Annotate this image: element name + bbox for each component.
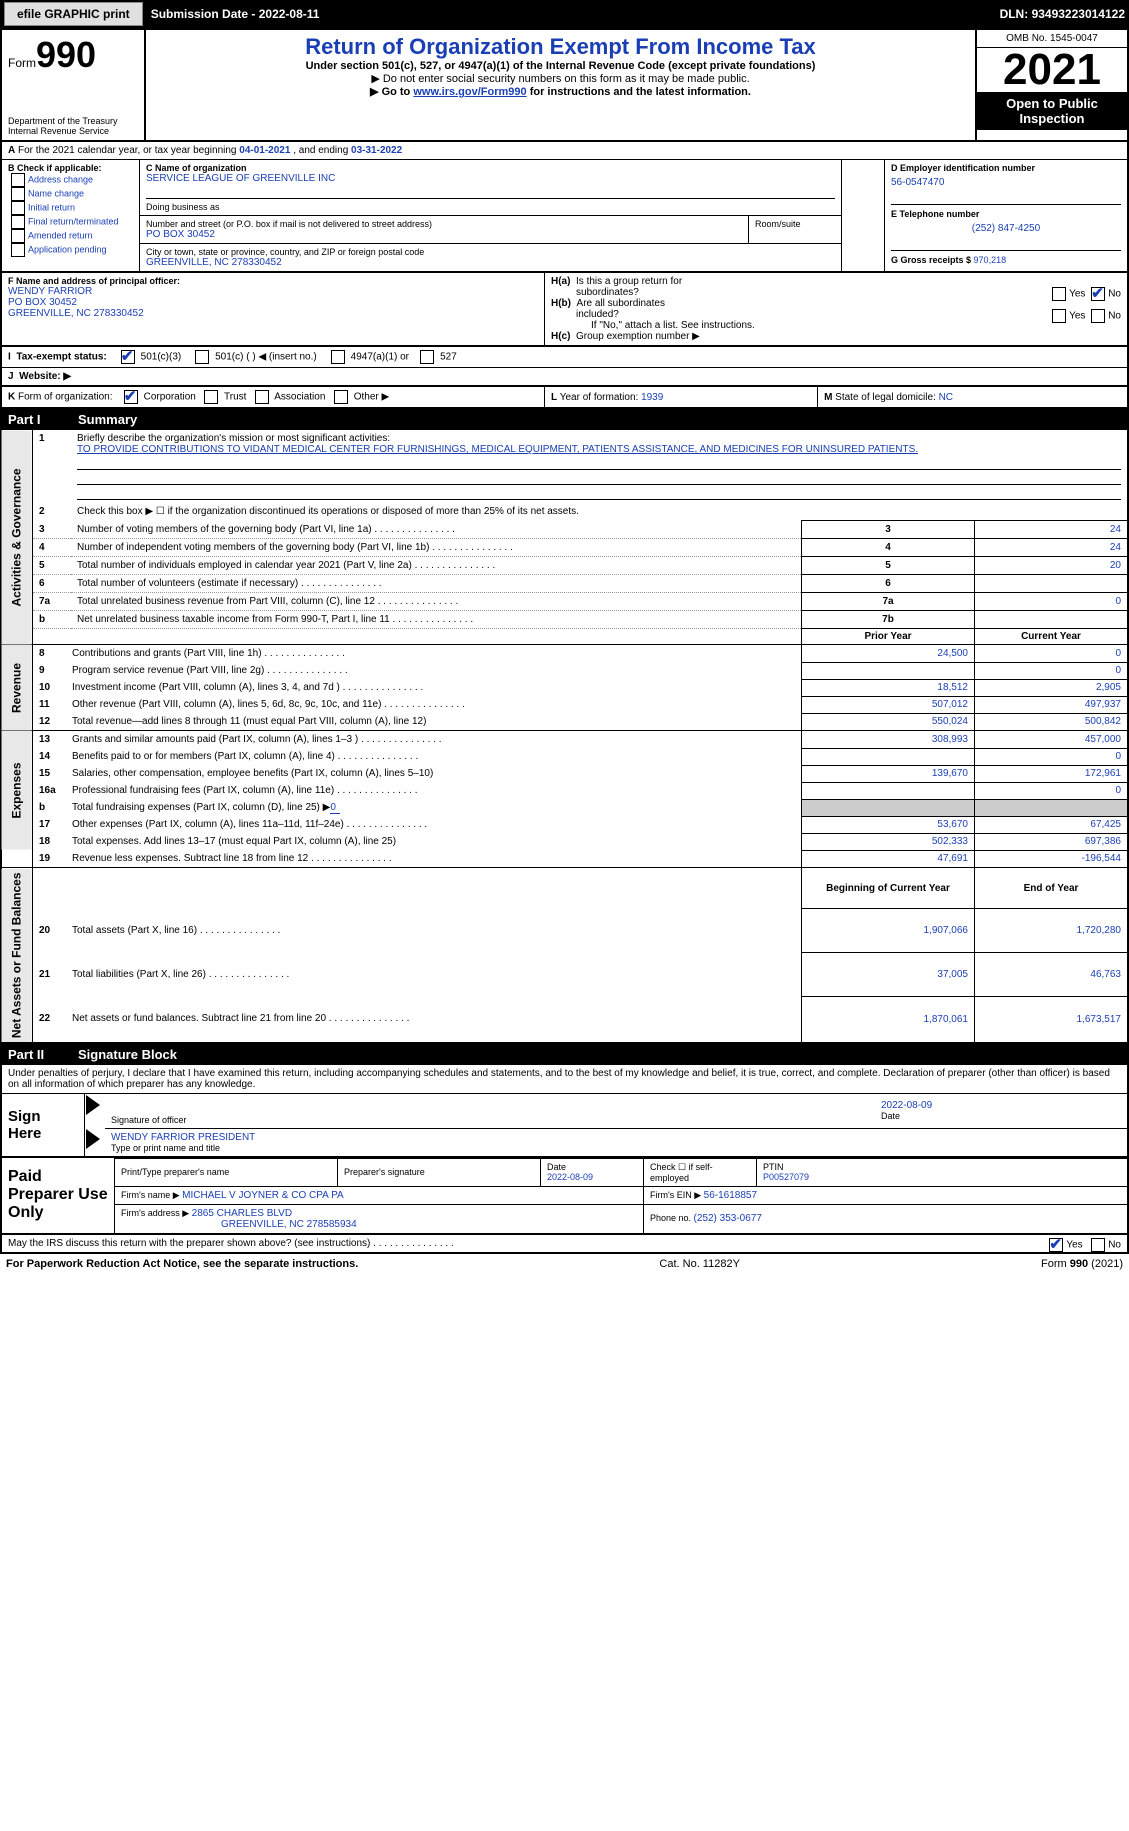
q22: Net assets or fund balances. Subtract li…	[71, 996, 802, 1042]
section-b: B Check if applicable: Address change Na…	[1, 160, 140, 273]
firm-name: Firm's name ▶ MICHAEL V JOYNER & CO CPA …	[115, 1186, 644, 1204]
q8: Contributions and grants (Part VIII, lin…	[71, 645, 802, 663]
v7a: 0	[975, 593, 1129, 611]
paid-preparer-label: Paid Preparer Use Only	[8, 1168, 108, 1221]
subtitle-link: ▶ Go to www.irs.gov/Form990 for instruct…	[152, 85, 969, 98]
section-c-name: C Name of organization SERVICE LEAGUE OF…	[140, 160, 842, 216]
q17: Other expenses (Part IX, column (A), lin…	[71, 816, 802, 833]
q10: Investment income (Part VIII, column (A)…	[71, 679, 802, 696]
v3: 24	[975, 521, 1129, 539]
room-suite: Room/suite	[749, 216, 842, 244]
q12: Total revenue—add lines 8 through 11 (mu…	[71, 713, 802, 731]
top-black-bar: efile GRAPHIC print Submission Date - 20…	[0, 0, 1129, 28]
q16b: Total fundraising expenses (Part IX, col…	[71, 799, 802, 816]
sig-name: WENDY FARRIOR PRESIDENTType or print nam…	[105, 1128, 1128, 1157]
self-employed: Check ☐ if self-employed	[644, 1158, 757, 1186]
dept-treasury: Department of the Treasury Internal Reve…	[8, 116, 138, 136]
q14: Benefits paid to or for members (Part IX…	[71, 748, 802, 765]
firm-ein: Firm's EIN ▶ 56-1618857	[644, 1186, 1129, 1204]
section-f: F Name and address of principal officer:…	[1, 273, 545, 346]
side-expenses: Expenses	[1, 731, 33, 851]
form-title: Return of Organization Exempt From Incom…	[152, 34, 969, 60]
q15: Salaries, other compensation, employee b…	[71, 765, 802, 782]
c8: 0	[975, 645, 1129, 663]
penalty-text: Under penalties of perjury, I declare th…	[0, 1065, 1129, 1093]
section-c-street: Number and street (or P.O. box if mail i…	[140, 216, 749, 244]
header-table: Form990 Department of the Treasury Inter…	[0, 28, 1129, 142]
line-a: A For the 2021 calendar year, or tax yea…	[0, 142, 1129, 159]
q9: Program service revenue (Part VIII, line…	[71, 662, 802, 679]
q5: Total number of individuals employed in …	[71, 557, 802, 575]
q6: Total number of volunteers (estimate if …	[71, 575, 802, 593]
q3: Number of voting members of the governin…	[71, 521, 802, 539]
side-revenue: Revenue	[1, 645, 33, 731]
section-l: L Year of formation: 1939	[545, 387, 818, 408]
sig-date: 2022-08-09Date	[875, 1093, 1128, 1128]
q18: Total expenses. Add lines 13–17 (must eq…	[71, 833, 802, 850]
tax-year: 2021	[977, 48, 1127, 92]
q13: Grants and similar amounts paid (Part IX…	[71, 731, 802, 749]
q20: Total assets (Part X, line 16)	[71, 909, 802, 953]
form-label: Form990	[8, 34, 138, 76]
q7b: Net unrelated business taxable income fr…	[71, 611, 802, 629]
q21: Total liabilities (Part X, line 26)	[71, 952, 802, 996]
side-net: Net Assets or Fund Balances	[1, 868, 33, 1043]
prep-name: Print/Type preparer's name	[115, 1158, 338, 1186]
part2-header: Part IISignature Block	[0, 1044, 1129, 1065]
q16a: Professional fundraising fees (Part IX, …	[71, 782, 802, 799]
v5: 20	[975, 557, 1129, 575]
v6	[975, 575, 1129, 593]
arrow-icon	[86, 1095, 100, 1115]
section-c-city: City or town, state or province, country…	[140, 244, 842, 273]
subtitle-section: Under section 501(c), 527, or 4947(a)(1)…	[152, 60, 969, 72]
sig-officer: Signature of officer	[105, 1093, 875, 1128]
side-activities: Activities & Governance	[1, 430, 33, 645]
section-j: J Website: ▶	[1, 368, 1128, 387]
submission-date-label: Submission Date - 2022-08-11	[151, 7, 320, 21]
arrow-icon	[86, 1129, 100, 1149]
part1-header: Part ISummary	[0, 409, 1129, 430]
q1: Briefly describe the organization's miss…	[71, 430, 1128, 503]
q7a: Total unrelated business revenue from Pa…	[71, 593, 802, 611]
firm-addr: Firm's address ▶ 2865 CHARLES BLVDGREENV…	[115, 1204, 644, 1234]
q2: Check this box ▶ ☐ if the organization d…	[71, 503, 1128, 521]
firm-phone: Phone no. (252) 353-0677	[644, 1204, 1129, 1234]
section-i: I Tax-exempt status: 501(c)(3) 501(c) ( …	[1, 347, 1128, 368]
irs-link[interactable]: www.irs.gov/Form990	[413, 86, 526, 98]
discuss-line: May the IRS discuss this return with the…	[0, 1235, 1129, 1254]
dln: DLN: 93493223014122	[1000, 7, 1125, 21]
page-footer: For Paperwork Reduction Act Notice, see …	[0, 1254, 1129, 1274]
section-k: K K Form of organization:Form of organiz…	[1, 387, 545, 408]
sign-here-label: Sign Here	[8, 1108, 41, 1142]
v4: 24	[975, 539, 1129, 557]
q19: Revenue less expenses. Subtract line 18 …	[71, 850, 802, 868]
p8: 24,500	[802, 645, 975, 663]
ptin: PTINP00527079	[757, 1158, 1129, 1186]
subtitle-ssn: ▶ Do not enter social security numbers o…	[152, 72, 969, 85]
open-inspection: Open to Public Inspection	[977, 92, 1127, 130]
v7b	[975, 611, 1129, 629]
q4: Number of independent voting members of …	[71, 539, 802, 557]
section-d-e-g: D Employer identification number 56-0547…	[885, 160, 1129, 273]
section-m: M State of legal domicile: NC	[818, 387, 1128, 408]
prep-date: Date2022-08-09	[541, 1158, 644, 1186]
efile-print-button[interactable]: efile GRAPHIC print	[4, 2, 143, 26]
prep-sig: Preparer's signature	[338, 1158, 541, 1186]
section-h: H(a) Is this a group return for subordin…	[545, 273, 1129, 346]
q11: Other revenue (Part VIII, column (A), li…	[71, 696, 802, 713]
